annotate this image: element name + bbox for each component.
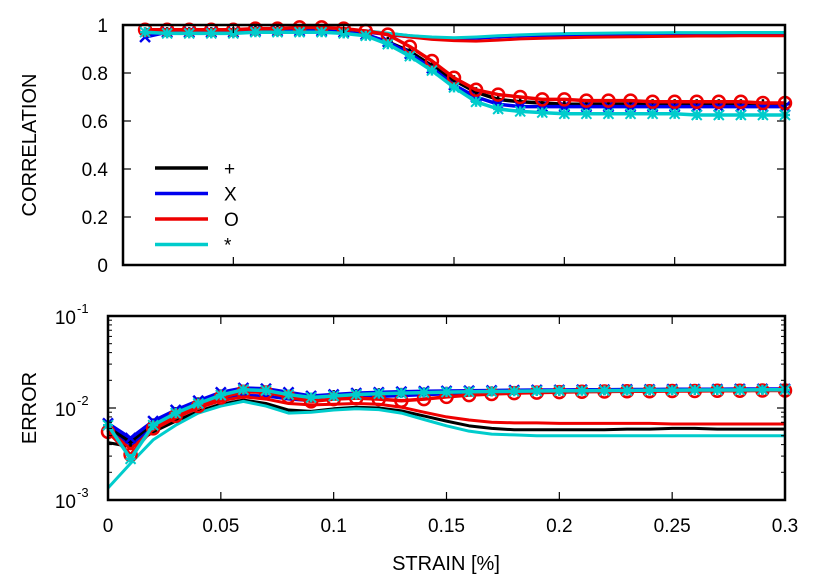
error-ytick-exponent: -2 <box>77 393 89 408</box>
error-ytick-labels: 10-310-210-1 <box>55 301 89 513</box>
strain-xtick-label: 0.1 <box>320 516 346 537</box>
legend-label: + <box>224 159 235 180</box>
error-curves <box>100 382 793 490</box>
legend-item: X <box>155 185 237 206</box>
series--line- <box>106 399 785 490</box>
correlation-panel: 0 0.2 0.4 0.6 0.8 1 CORRELATION + XO * <box>19 16 793 277</box>
correlation-ytick-label: 0.8 <box>82 64 108 85</box>
strain-xtick-label: 0.05 <box>202 516 239 537</box>
correlation-ytick-label: 0.4 <box>82 160 109 181</box>
legend-item: O <box>155 210 239 231</box>
strain-xtick-label: 0.3 <box>772 516 798 537</box>
legend-item: + <box>155 159 235 180</box>
strain-axis-label: STRAIN [%] <box>392 553 500 575</box>
legend-label: * <box>224 236 232 257</box>
correlation-ticks <box>123 25 785 265</box>
strain-xtick-label: 0.2 <box>546 516 572 537</box>
error-ticks <box>108 316 785 500</box>
error-ytick-exponent: -1 <box>77 301 89 316</box>
correlation-axis-label: CORRELATION <box>19 74 41 217</box>
series-o-markers- <box>137 20 793 111</box>
error-ytick-label: 10 <box>55 308 76 329</box>
strain-xtick-label: 0.15 <box>428 516 465 537</box>
correlation-ytick-label: 0.6 <box>82 112 108 133</box>
legend-item: * <box>155 236 232 257</box>
strain-xtick-labels: 0 0.05 0.1 0.15 0.2 0.25 0.3 <box>103 516 799 537</box>
error-axis-label: ERROR <box>19 372 41 444</box>
series--markers- <box>139 26 791 121</box>
correlation-curves <box>137 20 793 121</box>
correlation-ytick-label: 0 <box>97 256 108 277</box>
series-o-line- <box>107 395 785 451</box>
correlation-plot-frame <box>121 23 787 267</box>
error-ytick-label: 10 <box>55 492 76 513</box>
strain-xtick-label: 0 <box>103 516 114 537</box>
correlation-ytick-labels: 0 0.2 0.4 0.6 0.8 1 <box>82 16 109 277</box>
legend-label: O <box>224 210 239 231</box>
correlation-ytick-label: 1 <box>97 16 108 37</box>
strain-xtick-label: 0.25 <box>654 516 691 537</box>
error-ytick-label: 10 <box>55 400 76 421</box>
error-ytick-exponent: -3 <box>77 485 89 500</box>
legend-label: X <box>224 185 237 206</box>
correlation-ytick-label: 0.2 <box>82 208 108 229</box>
legend: + XO * <box>155 159 239 257</box>
error-panel: 10-310-210-1 0 0.05 0.1 0.15 0.2 0.25 0.3 ERRO… <box>19 301 798 575</box>
